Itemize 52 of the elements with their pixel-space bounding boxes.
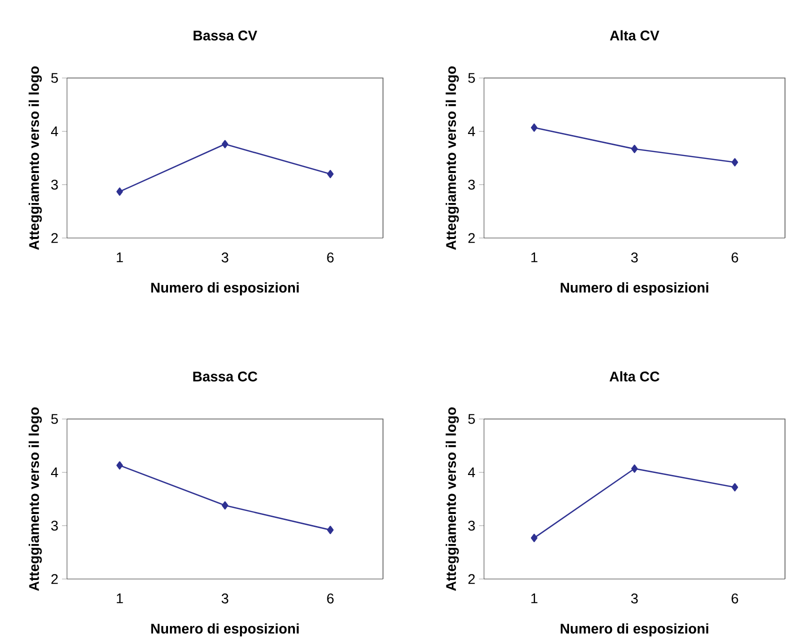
y-axis-title: Atteggiamento verso il logo <box>28 66 42 250</box>
y-tick-label: 5 <box>51 414 58 424</box>
y-tick-label: 3 <box>51 520 58 531</box>
x-axis-title: Numero di esposizioni <box>151 623 299 636</box>
x-tick-label: 3 <box>222 252 228 262</box>
y-tick-label: 4 <box>468 126 476 136</box>
y-axis-title: Atteggiamento verso il logo <box>446 407 459 591</box>
x-tick-label: 1 <box>531 252 538 262</box>
point <box>327 170 334 178</box>
y-tick-label: 3 <box>468 180 475 190</box>
y-tick-label: 3 <box>468 520 475 531</box>
y-tick-label: 2 <box>51 574 58 584</box>
y-tick-label: 2 <box>468 233 475 243</box>
x-tick-label: 3 <box>631 252 638 262</box>
x-tick-label: 6 <box>732 594 738 604</box>
x-tick-label: 1 <box>116 252 123 262</box>
x-axis-title: Numero di esposizioni <box>560 282 708 296</box>
y-tick-label: 4 <box>50 126 58 136</box>
y-axis-title: Atteggiamento verso il logo <box>28 407 42 591</box>
y-tick-label: 5 <box>468 73 475 83</box>
x-tick-label: 6 <box>732 252 738 262</box>
x-axis-title: Numero di esposizioni <box>151 282 299 296</box>
y-tick-label: 3 <box>51 180 58 190</box>
point <box>116 461 123 470</box>
x-tick-label: 6 <box>327 252 334 262</box>
y-tick-label: 4 <box>50 468 58 478</box>
x-tick-label: 3 <box>222 594 228 604</box>
point <box>116 187 123 196</box>
y-tick-label: 5 <box>468 414 475 424</box>
point <box>327 526 334 534</box>
point <box>222 140 228 148</box>
y-tick-label: 4 <box>468 468 476 478</box>
point <box>631 464 638 473</box>
x-tick-label: 3 <box>631 594 638 604</box>
y-tick-label: 5 <box>51 73 58 83</box>
y-tick-label: 2 <box>468 574 475 584</box>
x-axis-title: Numero di esposizioni <box>560 623 708 636</box>
x-tick-label: 6 <box>327 594 334 604</box>
point <box>631 144 638 154</box>
x-tick-label: 1 <box>531 594 538 604</box>
point <box>732 483 738 492</box>
chart-title: Bassa CC <box>193 372 258 382</box>
x-tick-label: 1 <box>116 594 123 604</box>
y-axis-title: Atteggiamento verso il logo <box>446 66 459 250</box>
chart-title: Alta CC <box>610 371 660 382</box>
chart-title: Alta CV <box>610 30 660 40</box>
point <box>222 501 228 510</box>
y-tick-label: 2 <box>51 233 58 243</box>
chart-title: Bassa CV <box>194 30 258 40</box>
point <box>530 123 538 132</box>
point <box>732 158 738 166</box>
point <box>530 534 538 542</box>
